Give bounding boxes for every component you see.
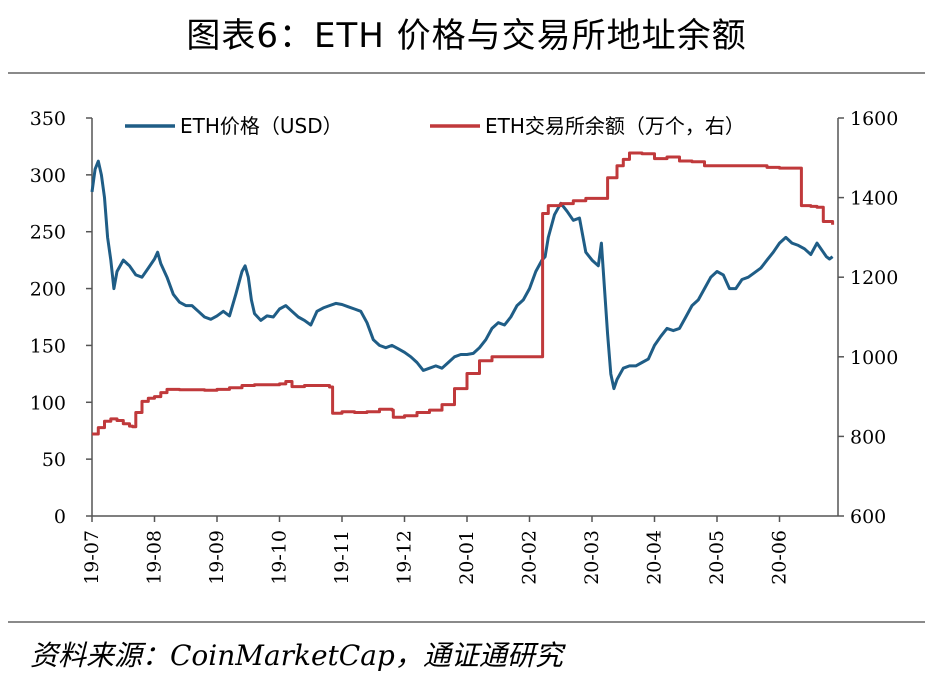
axes: 0 50 100 150 200 250 300 350 600 800 1000 1200 1400 1…: [30, 108, 899, 585]
y-right-tick-label: 1400: [850, 188, 898, 210]
x-tick-label: 19-10: [269, 530, 291, 585]
source-divider: [8, 621, 925, 623]
legend: ETH价格（USD） ETH交易所余额（万个，右）: [125, 114, 745, 138]
chart-title: 图表6：ETH 价格与交易所地址余额: [186, 16, 747, 56]
y-left-tick-label: 250: [30, 222, 66, 244]
series-line-eth-price: [90, 159, 834, 391]
y-right-tick-label: 600: [850, 506, 886, 528]
y-left-tick-label: 150: [30, 335, 66, 357]
x-tick-label: 19-11: [331, 530, 353, 585]
x-tick-label: 19-12: [394, 530, 416, 585]
x-tick-label: 20-06: [769, 530, 791, 585]
legend-label-eth-price: ETH价格（USD）: [180, 114, 343, 138]
x-tick-label: 19-08: [144, 530, 166, 585]
y-right-tick-label: 1200: [850, 267, 898, 289]
y-right-tick-label: 1600: [850, 108, 898, 130]
legend-label-exchange-balance: ETH交易所余额（万个，右）: [485, 114, 745, 138]
y-left-tick-label: 100: [30, 392, 66, 414]
y-left-tick-label: 200: [30, 279, 66, 301]
x-tick-label: 20-01: [456, 530, 478, 585]
x-tick-label: 20-04: [644, 530, 666, 585]
y-right-tick-label: 800: [850, 426, 886, 448]
x-tick-label: 20-05: [706, 530, 728, 585]
y-right-tick-label: 1000: [850, 347, 898, 369]
x-tick-label: 19-07: [81, 530, 103, 585]
y-left-tick-label: 350: [30, 108, 66, 130]
x-tick-label: 19-09: [206, 530, 228, 585]
series-layer: [90, 151, 835, 436]
y-left-tick-label: 300: [30, 165, 66, 187]
title-divider: [8, 72, 925, 74]
y-left-tick-label: 0: [54, 506, 66, 528]
x-tick-label: 20-03: [581, 530, 603, 585]
series-line-exchange-balance: [92, 151, 835, 436]
x-tick-label: 20-02: [519, 530, 541, 585]
y-left-tick-label: 50: [42, 449, 66, 471]
source-note: 资料来源：CoinMarketCap，通证通研究: [30, 639, 563, 672]
